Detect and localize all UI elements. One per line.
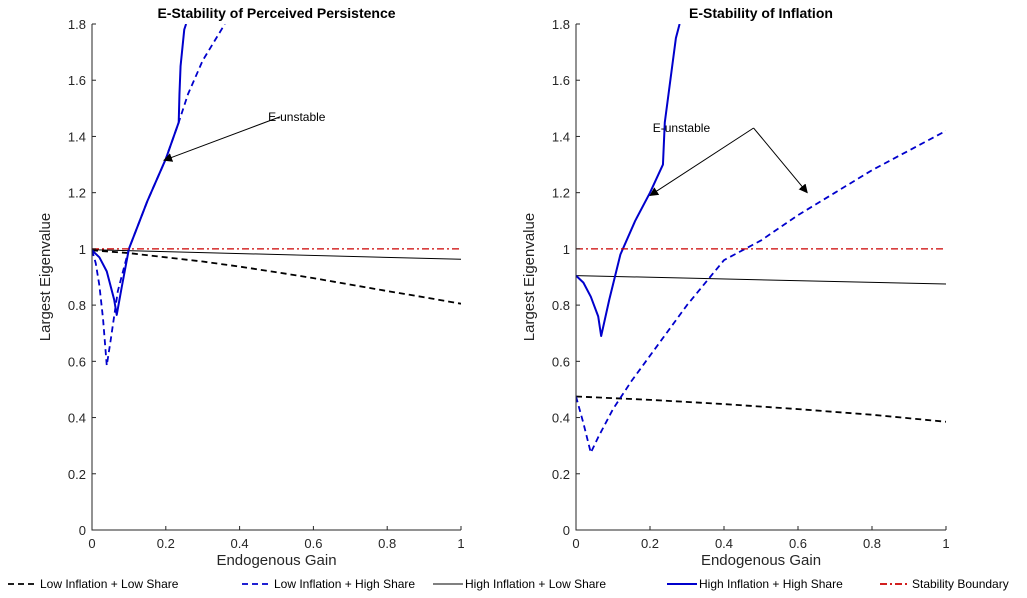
x-tick-label: 0.2: [641, 536, 659, 551]
chart-panel-perceived-persistence: 0 0.2 0.4 0.6 0.8 1 0 0.2 0.4 0.6 0.8 1 1.2 1.4 1.6 1.8…: [37, 5, 465, 569]
y-tick-label: 0.6: [68, 354, 86, 369]
y-tick-label: 0.2: [68, 467, 86, 482]
y-tick-label: 1.2: [552, 186, 570, 201]
y-tick-label: 1.6: [552, 73, 570, 88]
x-tick-label: 1: [942, 536, 949, 551]
y-tick-label: 1.6: [68, 73, 86, 88]
y-tick-label: 0.8: [68, 298, 86, 313]
chart-title: E-Stability of Perceived Persistence: [157, 5, 395, 21]
x-tick-label: 0: [88, 536, 95, 551]
y-tick-label: 1: [79, 242, 86, 257]
series-line-high-inflation-high-share: [576, 24, 681, 338]
series-line-high-inflation-low-share: [576, 275, 946, 285]
x-tick-label: 0: [572, 536, 579, 551]
x-tick-label: 0.8: [378, 536, 396, 551]
x-axis-label: Endogenous Gain: [701, 552, 821, 569]
x-tick-label: 1: [457, 536, 464, 551]
legend-label: High Inflation + Low Share: [465, 577, 606, 591]
legend-label: High Inflation + High Share: [699, 577, 843, 591]
y-tick-label: 1.8: [552, 17, 570, 32]
y-axis-label: Largest Eigenvalue: [37, 213, 54, 341]
y-tick-label: 0.6: [552, 354, 570, 369]
x-tick-label: 0.2: [157, 536, 175, 551]
series-line-high-inflation-low-share: [92, 249, 461, 260]
x-tick-label: 0.6: [789, 536, 807, 551]
y-tick-label: 0: [563, 523, 570, 538]
series-line-low-inflation-high-share: [92, 24, 226, 367]
annotation-arrow: [753, 127, 808, 194]
series-line-low-inflation-low-share: [92, 249, 461, 305]
y-tick-label: 0.8: [552, 298, 570, 313]
chart-panel-inflation: 0 0.2 0.4 0.6 0.8 1 0 0.2 0.4 0.6 0.8 1 1.2 1.4 1.6 1.8…: [521, 5, 950, 569]
axes-frame: [91, 24, 461, 531]
annotation-text: E-unstable: [653, 121, 711, 135]
x-tick-label: 0.4: [231, 536, 249, 551]
x-axis-label: Endogenous Gain: [216, 552, 336, 569]
series-line-high-inflation-high-share: [92, 24, 188, 316]
x-tick-label: 0.4: [715, 536, 733, 551]
y-tick-label: 0.2: [552, 467, 570, 482]
y-tick-label: 0.4: [68, 411, 86, 426]
x-tick-label: 0.8: [863, 536, 881, 551]
y-tick-label: 1.4: [68, 129, 86, 144]
legend-label: Stability Boundary: [912, 577, 1009, 591]
y-tick-label: 1.4: [552, 129, 570, 144]
y-axis-label: Largest Eigenvalue: [521, 213, 538, 341]
legend-label: Low Inflation + Low Share: [40, 577, 179, 591]
annotation-text: E-unstable: [268, 110, 326, 124]
series-line-low-inflation-high-share: [576, 130, 946, 454]
y-tick-label: 0.4: [552, 411, 570, 426]
chart-title: E-Stability of Inflation: [689, 5, 833, 21]
annotation-arrow: [163, 116, 281, 162]
annotation-arrow: [649, 127, 754, 196]
y-tick-label: 1.8: [68, 17, 86, 32]
series-line-low-inflation-low-share: [576, 395, 946, 423]
y-tick-label: 0: [79, 523, 86, 538]
x-tick-label: 0.6: [304, 536, 322, 551]
y-tick-label: 1: [563, 242, 570, 257]
y-tick-label: 1.2: [68, 186, 86, 201]
legend: Low Inflation + Low Share Low Inflation +…: [8, 577, 1009, 591]
legend-label: Low Inflation + High Share: [274, 577, 415, 591]
